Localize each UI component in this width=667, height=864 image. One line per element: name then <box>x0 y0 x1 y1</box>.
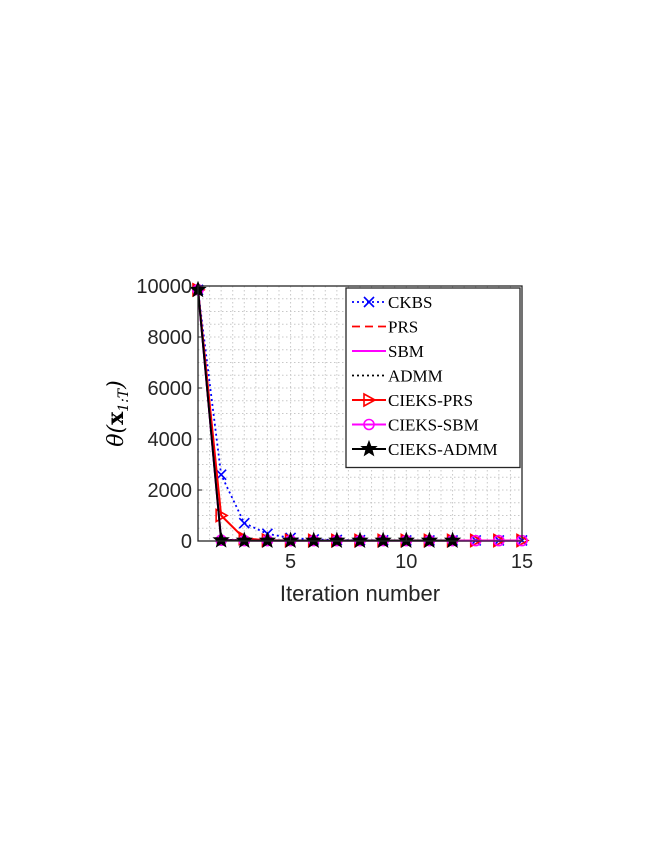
data-point <box>363 418 375 431</box>
legend-label: CIEKS-ADMM <box>388 440 498 459</box>
legend-label: CIEKS-PRS <box>388 391 473 410</box>
y-tick-label: 10000 <box>136 276 192 298</box>
x-tick-label: 10 <box>395 551 417 573</box>
x-tick-label: 15 <box>511 551 533 573</box>
data-point <box>215 508 229 523</box>
x-axis-label: Iteration number <box>280 581 440 606</box>
legend-item: PRS <box>352 318 418 337</box>
y-tick-label: 6000 <box>148 378 193 400</box>
data-point <box>374 531 392 548</box>
y-tick-label: 4000 <box>148 429 193 451</box>
data-point <box>363 392 377 408</box>
data-point <box>235 531 253 548</box>
ticks: 5 10 15 0 2000 4000 6000 8000 10000 <box>136 276 533 573</box>
data-point <box>360 439 378 457</box>
data-point <box>363 296 375 308</box>
data-point <box>305 531 323 548</box>
legend-label: PRS <box>388 318 418 337</box>
legend-item: CIEKS-SBM <box>352 416 479 435</box>
legend-item: CIEKS-PRS <box>352 391 473 410</box>
data-point <box>212 531 230 548</box>
grid <box>197 285 523 542</box>
data-point <box>258 531 277 548</box>
data-point <box>328 531 346 548</box>
data-point <box>238 517 250 529</box>
x-tick-label: 5 <box>285 551 296 573</box>
y-axis-label: θ(x1:T) <box>103 380 132 447</box>
data-point <box>443 531 462 548</box>
legend-label: SBM <box>388 342 424 361</box>
legend: CKBS PRS SBM ADMM CIEKS-PRS CIEKS-SBM CIEKS-AD… <box>345 287 521 469</box>
y-tick-label: 8000 <box>148 327 193 349</box>
y-tick-label: 2000 <box>148 480 193 502</box>
data-point <box>420 531 439 548</box>
legend-label: CKBS <box>388 293 432 312</box>
legend-item: ADMM <box>352 367 443 386</box>
legend-box <box>345 287 521 469</box>
axes-box <box>197 285 523 542</box>
legend-label: CIEKS-SBM <box>388 416 479 435</box>
data-point <box>351 531 369 548</box>
legend-label: ADMM <box>388 367 443 386</box>
legend-item: CIEKS-ADMM <box>352 439 498 459</box>
y-tick-label: 0 <box>181 531 192 553</box>
legend-item: CKBS <box>352 293 432 312</box>
legend-item: SBM <box>352 342 424 361</box>
